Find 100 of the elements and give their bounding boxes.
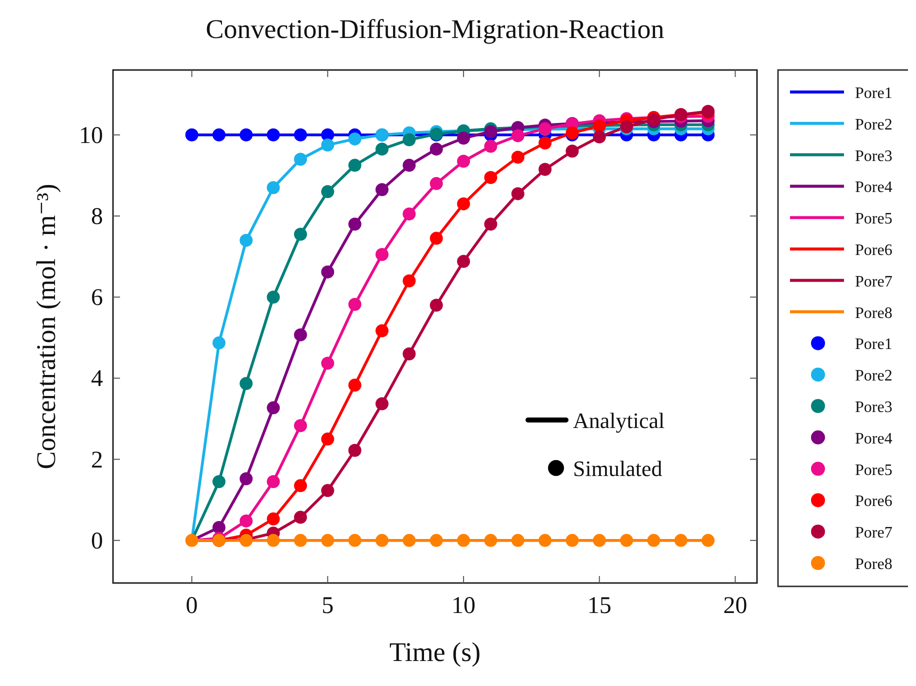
point: [402, 274, 416, 288]
y-axis-title: Concentration (mol · m⁻³): [31, 184, 61, 470]
point: [240, 514, 253, 528]
point: [240, 472, 253, 486]
point: [348, 534, 362, 547]
point: [321, 265, 334, 278]
chart-title: Convection-Diffusion-Migration-Reaction: [206, 14, 665, 44]
x-axis-title: Time (s): [389, 637, 481, 667]
point: [212, 128, 226, 142]
point: [376, 142, 389, 156]
point: [457, 534, 470, 547]
point: [294, 510, 307, 524]
x-tick-label: 0: [186, 593, 198, 619]
point: [511, 534, 524, 547]
point: [266, 128, 280, 142]
point: [294, 328, 307, 342]
point: [266, 475, 280, 488]
x-tick-label: 5: [322, 593, 334, 619]
point: [321, 432, 334, 446]
point: [592, 119, 606, 132]
point: [212, 475, 226, 488]
point: [185, 534, 198, 547]
point: [266, 181, 280, 194]
y-tick-label: 10: [79, 122, 103, 149]
point: [212, 336, 226, 350]
point: [484, 140, 498, 153]
point: [511, 187, 524, 200]
point: [348, 298, 362, 311]
point: [430, 232, 443, 245]
legend-label: Pore3: [855, 399, 892, 416]
point: [376, 324, 389, 338]
point: [294, 479, 307, 492]
point: [484, 218, 498, 231]
point: [402, 534, 416, 547]
point: [402, 347, 416, 360]
point: [348, 378, 362, 392]
point: [294, 534, 307, 547]
legend-label: Pore3: [855, 148, 892, 165]
x-tick-label: 15: [587, 593, 612, 619]
annotation: Analytical: [573, 408, 665, 433]
point: [402, 158, 416, 172]
legend-label: Pore4: [855, 179, 892, 196]
point: [240, 376, 253, 390]
point: [212, 520, 226, 534]
legend-label: Pore8: [855, 556, 892, 573]
legend-label: Pore6: [855, 242, 892, 259]
point: [484, 170, 498, 184]
legend-label: Pore5: [855, 462, 892, 479]
point: [348, 218, 362, 231]
legend-label: Pore6: [855, 493, 892, 510]
point: [402, 133, 416, 146]
point: [240, 234, 253, 247]
y-tick-label: 6: [91, 285, 103, 312]
point: [457, 254, 470, 268]
y-tick-label: 4: [91, 366, 103, 392]
point: [266, 534, 280, 547]
legend-label: Pore2: [855, 368, 892, 385]
legend-label: Pore5: [855, 210, 892, 228]
point: [592, 534, 606, 547]
point: [538, 162, 552, 176]
point: [321, 484, 334, 498]
point: [592, 130, 606, 144]
point: [185, 128, 198, 142]
point: [538, 136, 552, 150]
point: [376, 397, 389, 410]
point: [294, 152, 307, 166]
point: [647, 534, 660, 547]
point: [376, 534, 389, 547]
point: [566, 144, 579, 158]
point: [457, 154, 470, 168]
point: [294, 228, 307, 241]
point: [294, 419, 307, 432]
point: [321, 356, 334, 370]
point: [538, 534, 552, 547]
legend-label: Pore2: [855, 116, 892, 134]
x-tick-label: 10: [452, 593, 476, 619]
point: [511, 129, 524, 142]
point: [376, 248, 389, 262]
point: [484, 534, 498, 547]
y-tick-label: 8: [91, 204, 103, 230]
point: [511, 150, 524, 164]
point: [430, 534, 443, 547]
point: [402, 207, 416, 220]
legend-label: Pore1: [855, 336, 892, 354]
point: [266, 512, 280, 526]
point: [702, 534, 715, 547]
point: [430, 298, 443, 312]
y-tick-label: 0: [91, 528, 103, 554]
point: [294, 128, 307, 142]
point: [348, 444, 362, 457]
legend-label: Pore7: [855, 273, 892, 290]
point: [430, 142, 443, 156]
point: [484, 125, 498, 138]
point: [266, 290, 280, 304]
legend-label: Pore1: [855, 85, 892, 102]
legend-label: Pore4: [855, 430, 892, 448]
point: [620, 534, 634, 547]
point: [348, 132, 362, 146]
point: [321, 138, 334, 152]
point: [457, 197, 470, 210]
